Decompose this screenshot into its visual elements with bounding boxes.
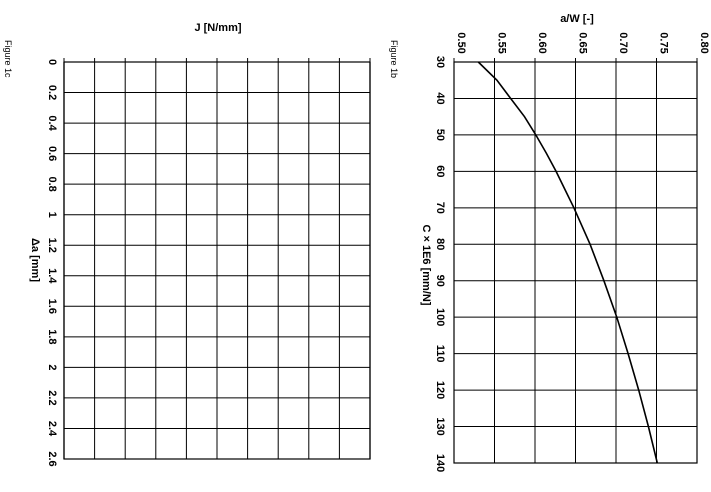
chart-1c-frame bbox=[63, 61, 371, 460]
chart-1b-x-tick-label: 140 bbox=[434, 454, 446, 472]
chart-1b: 30 40 50 60 70 80 90 100 110 120 130 140 0.50 0.55 0.6… bbox=[420, 13, 710, 472]
chart-1c-x-tick-label: 0.6 bbox=[46, 146, 58, 161]
chart-1b-x-tick-label: 120 bbox=[434, 381, 446, 399]
chart-1c-x-tick-label: 0.2 bbox=[46, 85, 58, 100]
chart-1c-x-tick-label: 2.4 bbox=[46, 421, 58, 437]
figure-1c-label: Figure 1c bbox=[3, 40, 13, 78]
chart-1b-x-tick-label: 100 bbox=[434, 308, 446, 326]
chart-1c-x-tick-label: 0.4 bbox=[46, 115, 58, 131]
chart-1b-x-tick-label: 70 bbox=[434, 202, 446, 214]
chart-1c-x-tick-label: 1 bbox=[46, 212, 58, 218]
chart-1b-y-tick-label: 0.70 bbox=[617, 32, 629, 53]
chart-1b-x-tick-label: 60 bbox=[434, 165, 446, 177]
chart-1c-x-tick-label: 2.2 bbox=[46, 390, 58, 405]
chart-1b-x-tick-label: 90 bbox=[434, 275, 446, 287]
chart-1b-grid bbox=[453, 58, 698, 464]
chart-1c-x-tick-label: 2 bbox=[46, 364, 58, 370]
chart-1c-x-tick-label: 1.6 bbox=[46, 299, 58, 314]
chart-1b-series bbox=[477, 61, 659, 464]
chart-1c-x-tick-label: 2.6 bbox=[46, 451, 58, 466]
chart-1c-grid bbox=[63, 58, 371, 460]
chart-1c-x-tick-label: 0.8 bbox=[46, 177, 58, 192]
chart-1b-y-tick-label: 0.65 bbox=[577, 32, 589, 53]
chart-1b-x-tick-label: 130 bbox=[434, 417, 446, 435]
chart-1c: 0 0.2 0.4 0.6 0.8 1 1.2 1.4 1.6 1.8 2 2.2 2.4 2.6 Δa … bbox=[29, 22, 371, 467]
chart-1b-x-axis-title: C × 1E6 [mm/N] bbox=[420, 225, 432, 306]
chart-1b-y-tick-label: 0.55 bbox=[496, 32, 508, 53]
chart-1b-y-tick-label: 0.50 bbox=[455, 32, 467, 53]
chart-1b-x-tick-label: 110 bbox=[434, 345, 446, 363]
chart-1b-y-tick-label: 0.75 bbox=[658, 32, 670, 53]
chart-1b-y-tick-label: 0.60 bbox=[536, 32, 548, 53]
chart-1b-ticks: 30 40 50 60 70 80 90 100 110 120 130 140 0.50 0.55 0.6… bbox=[434, 32, 710, 472]
chart-1b-y-axis-title: a/W [-] bbox=[560, 13, 594, 25]
figure-1b-label: Figure 1b bbox=[389, 40, 399, 78]
chart-1c-x-tick-label: 0 bbox=[46, 59, 58, 65]
chart-1b-x-tick-label: 30 bbox=[434, 56, 446, 68]
chart-1c-ticks: 0 0.2 0.4 0.6 0.8 1 1.2 1.4 1.6 1.8 2 2.2 2.4 2.6 bbox=[46, 59, 58, 467]
chart-1c-x-tick-label: 1.2 bbox=[46, 238, 58, 253]
chart-1c-x-tick-label: 1.4 bbox=[46, 268, 58, 284]
chart-1b-x-tick-label: 50 bbox=[434, 129, 446, 141]
chart-1b-x-tick-label: 40 bbox=[434, 92, 446, 104]
chart-1c-x-tick-label: 1.8 bbox=[46, 329, 58, 344]
chart-1b-x-tick-label: 80 bbox=[434, 238, 446, 250]
chart-1c-y-axis-title: J [N/mm] bbox=[194, 22, 241, 34]
chart-1b-series-line bbox=[477, 61, 659, 464]
chart-1b-y-tick-label: 0.80 bbox=[698, 32, 710, 53]
chart-1b-frame bbox=[453, 61, 698, 464]
chart-1c-x-axis-title: Δa [mm] bbox=[29, 238, 41, 282]
